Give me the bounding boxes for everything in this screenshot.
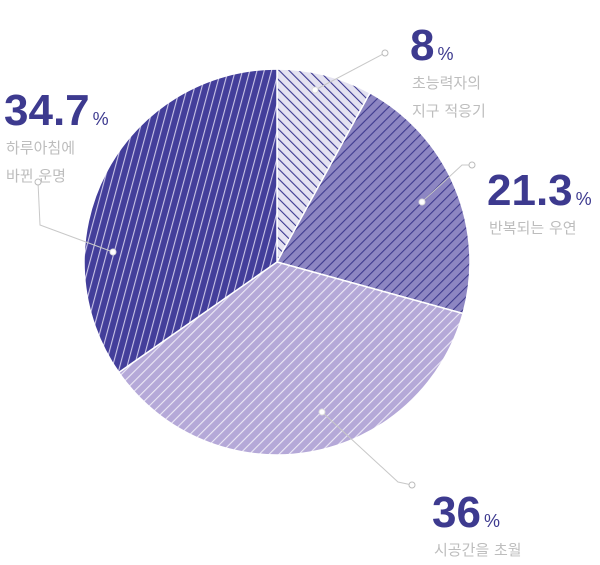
leader-end: [468, 161, 476, 169]
pie-slice: [117, 261, 464, 456]
value-number: 21.3: [487, 166, 573, 215]
leader-dot: [318, 408, 326, 416]
value-label: 34.7%: [4, 86, 109, 135]
value-unit: %: [576, 189, 592, 209]
leader-end: [381, 49, 389, 57]
value-number: 8: [410, 21, 434, 70]
value-number: 34.7: [4, 86, 90, 135]
leader-dot: [418, 198, 426, 206]
value-unit: %: [93, 109, 109, 129]
leader-line: [314, 52, 386, 91]
leader-dot: [311, 86, 319, 94]
leader-line: [37, 181, 114, 253]
leader-end: [34, 178, 42, 186]
value-label: 36%: [432, 488, 500, 537]
value-unit: %: [484, 511, 500, 531]
leader-dot: [109, 248, 117, 256]
leader-end: [408, 481, 416, 489]
pie-slice: [275, 91, 471, 315]
value-number: 36: [432, 488, 481, 537]
category-label: 하루아침에: [6, 139, 75, 157]
value-label: 21.3%: [487, 166, 592, 215]
category-label: 시공간을 초월: [434, 541, 522, 559]
pie-slice: [83, 68, 278, 374]
pie-slice: [276, 68, 371, 263]
value-unit: %: [437, 44, 453, 64]
category-label: 반복되는 우연: [489, 219, 577, 237]
leader-line: [321, 411, 413, 486]
category-label: 지구 적응기: [412, 102, 486, 120]
category-label: 바뀐 운명: [6, 167, 66, 185]
category-label: 초능력자의: [412, 74, 481, 92]
value-label: 8%: [410, 21, 454, 70]
